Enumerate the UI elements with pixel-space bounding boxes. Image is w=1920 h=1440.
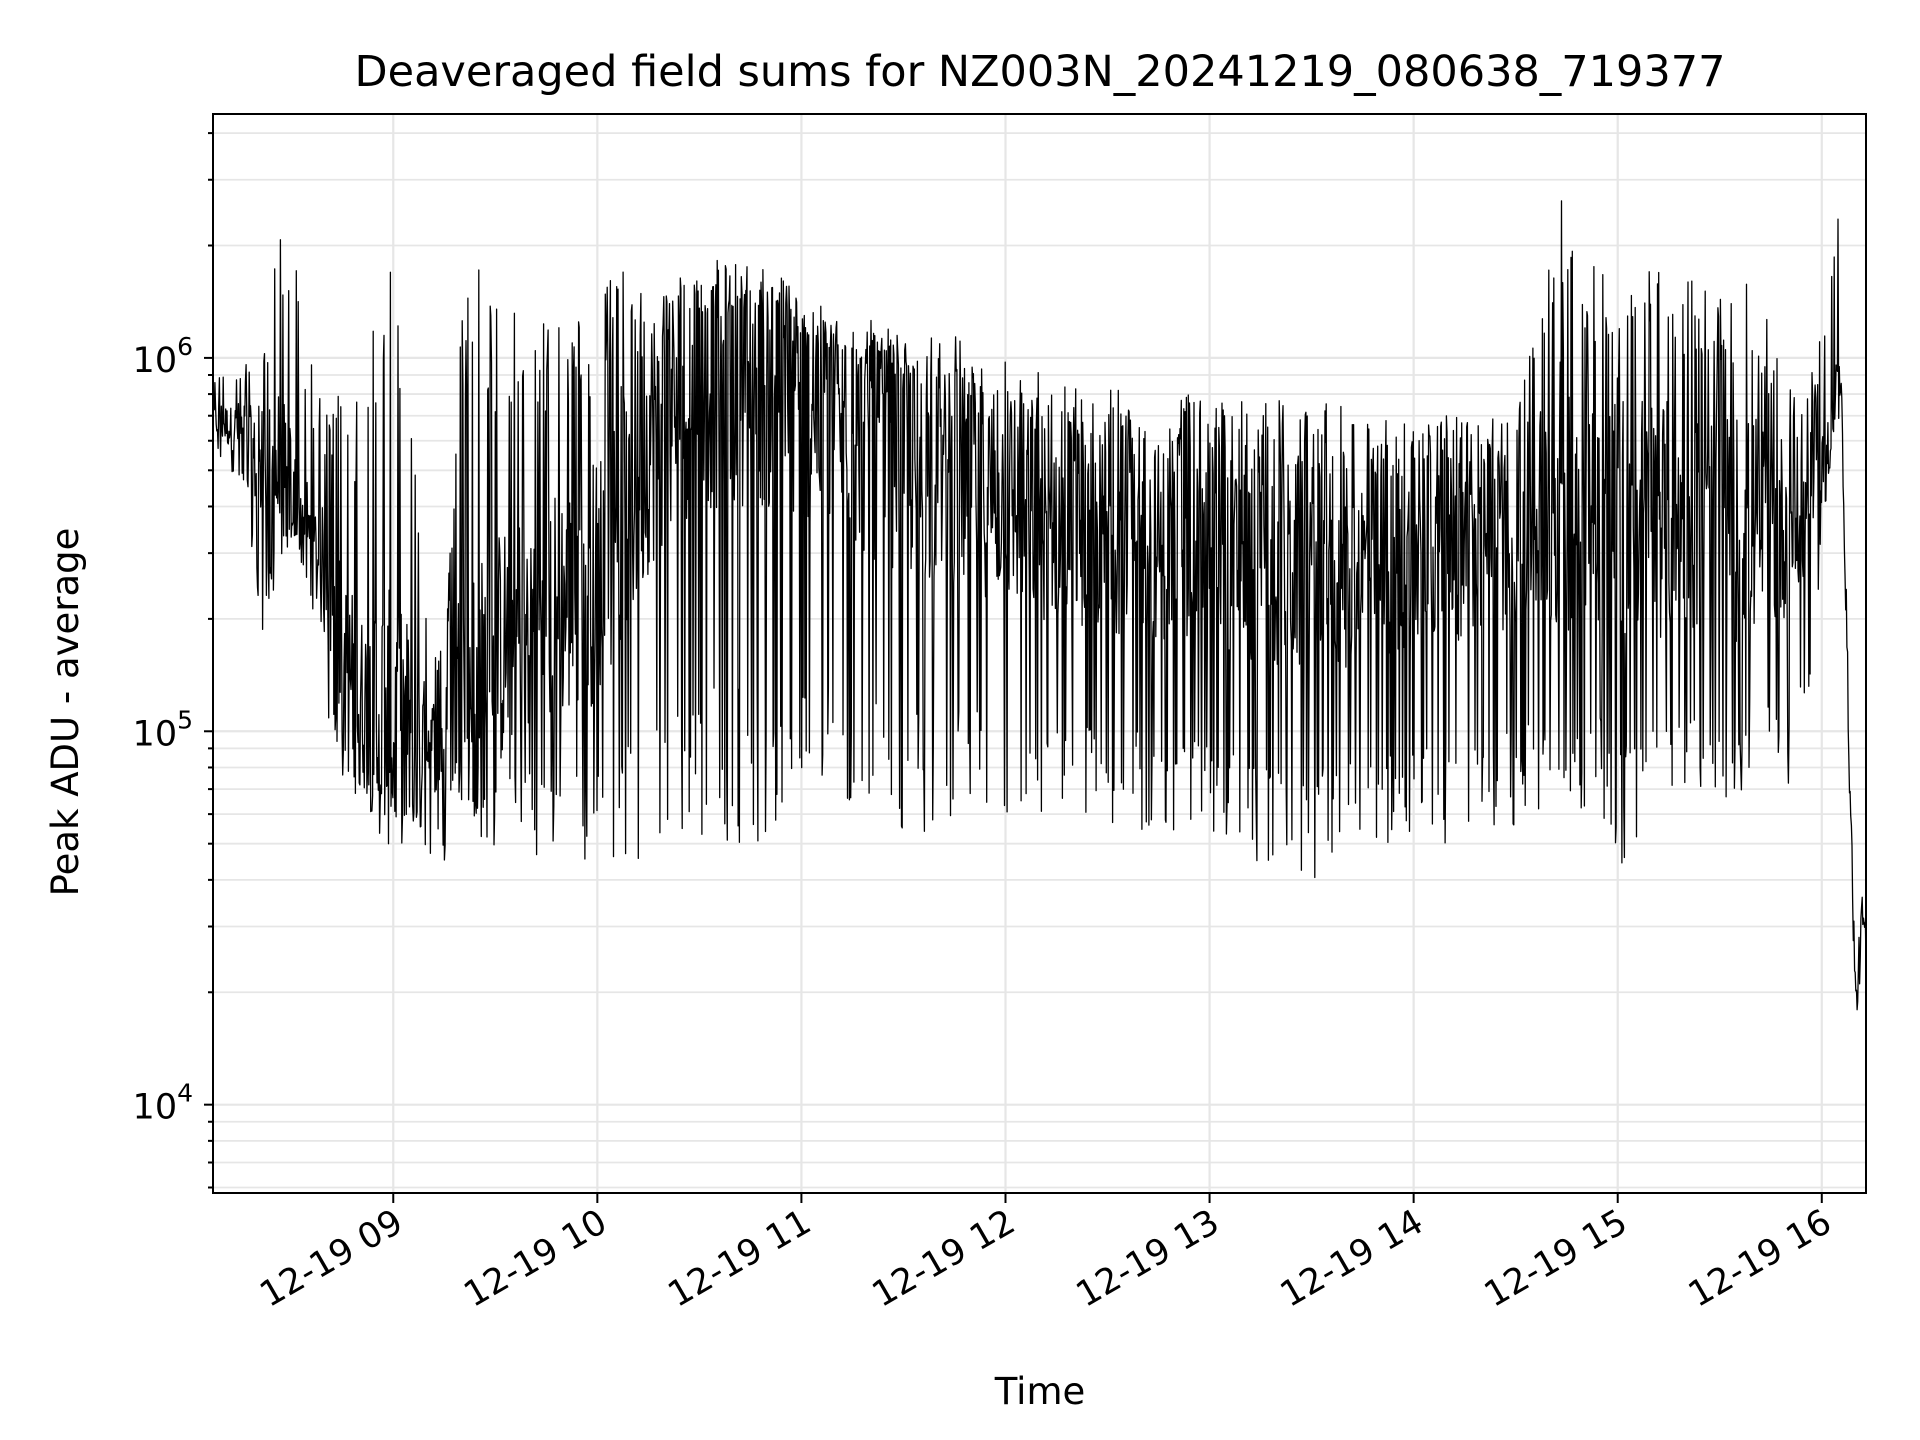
y-axis-ticks: 104 105 106 xyxy=(133,132,213,1189)
y-tick-label: 104 xyxy=(133,1079,193,1128)
plot-frame xyxy=(212,113,1867,1194)
y-tick-label: 106 xyxy=(133,332,193,381)
y-tick-label: 105 xyxy=(133,705,193,754)
y-axis-label: Peak ADU - average xyxy=(44,528,87,897)
x-axis-label: Time xyxy=(994,1370,1086,1413)
series-line xyxy=(212,200,1867,1011)
plot-area xyxy=(212,200,1867,1011)
chart-title: Deaveraged field sums for NZ003N_2024121… xyxy=(355,47,1726,97)
